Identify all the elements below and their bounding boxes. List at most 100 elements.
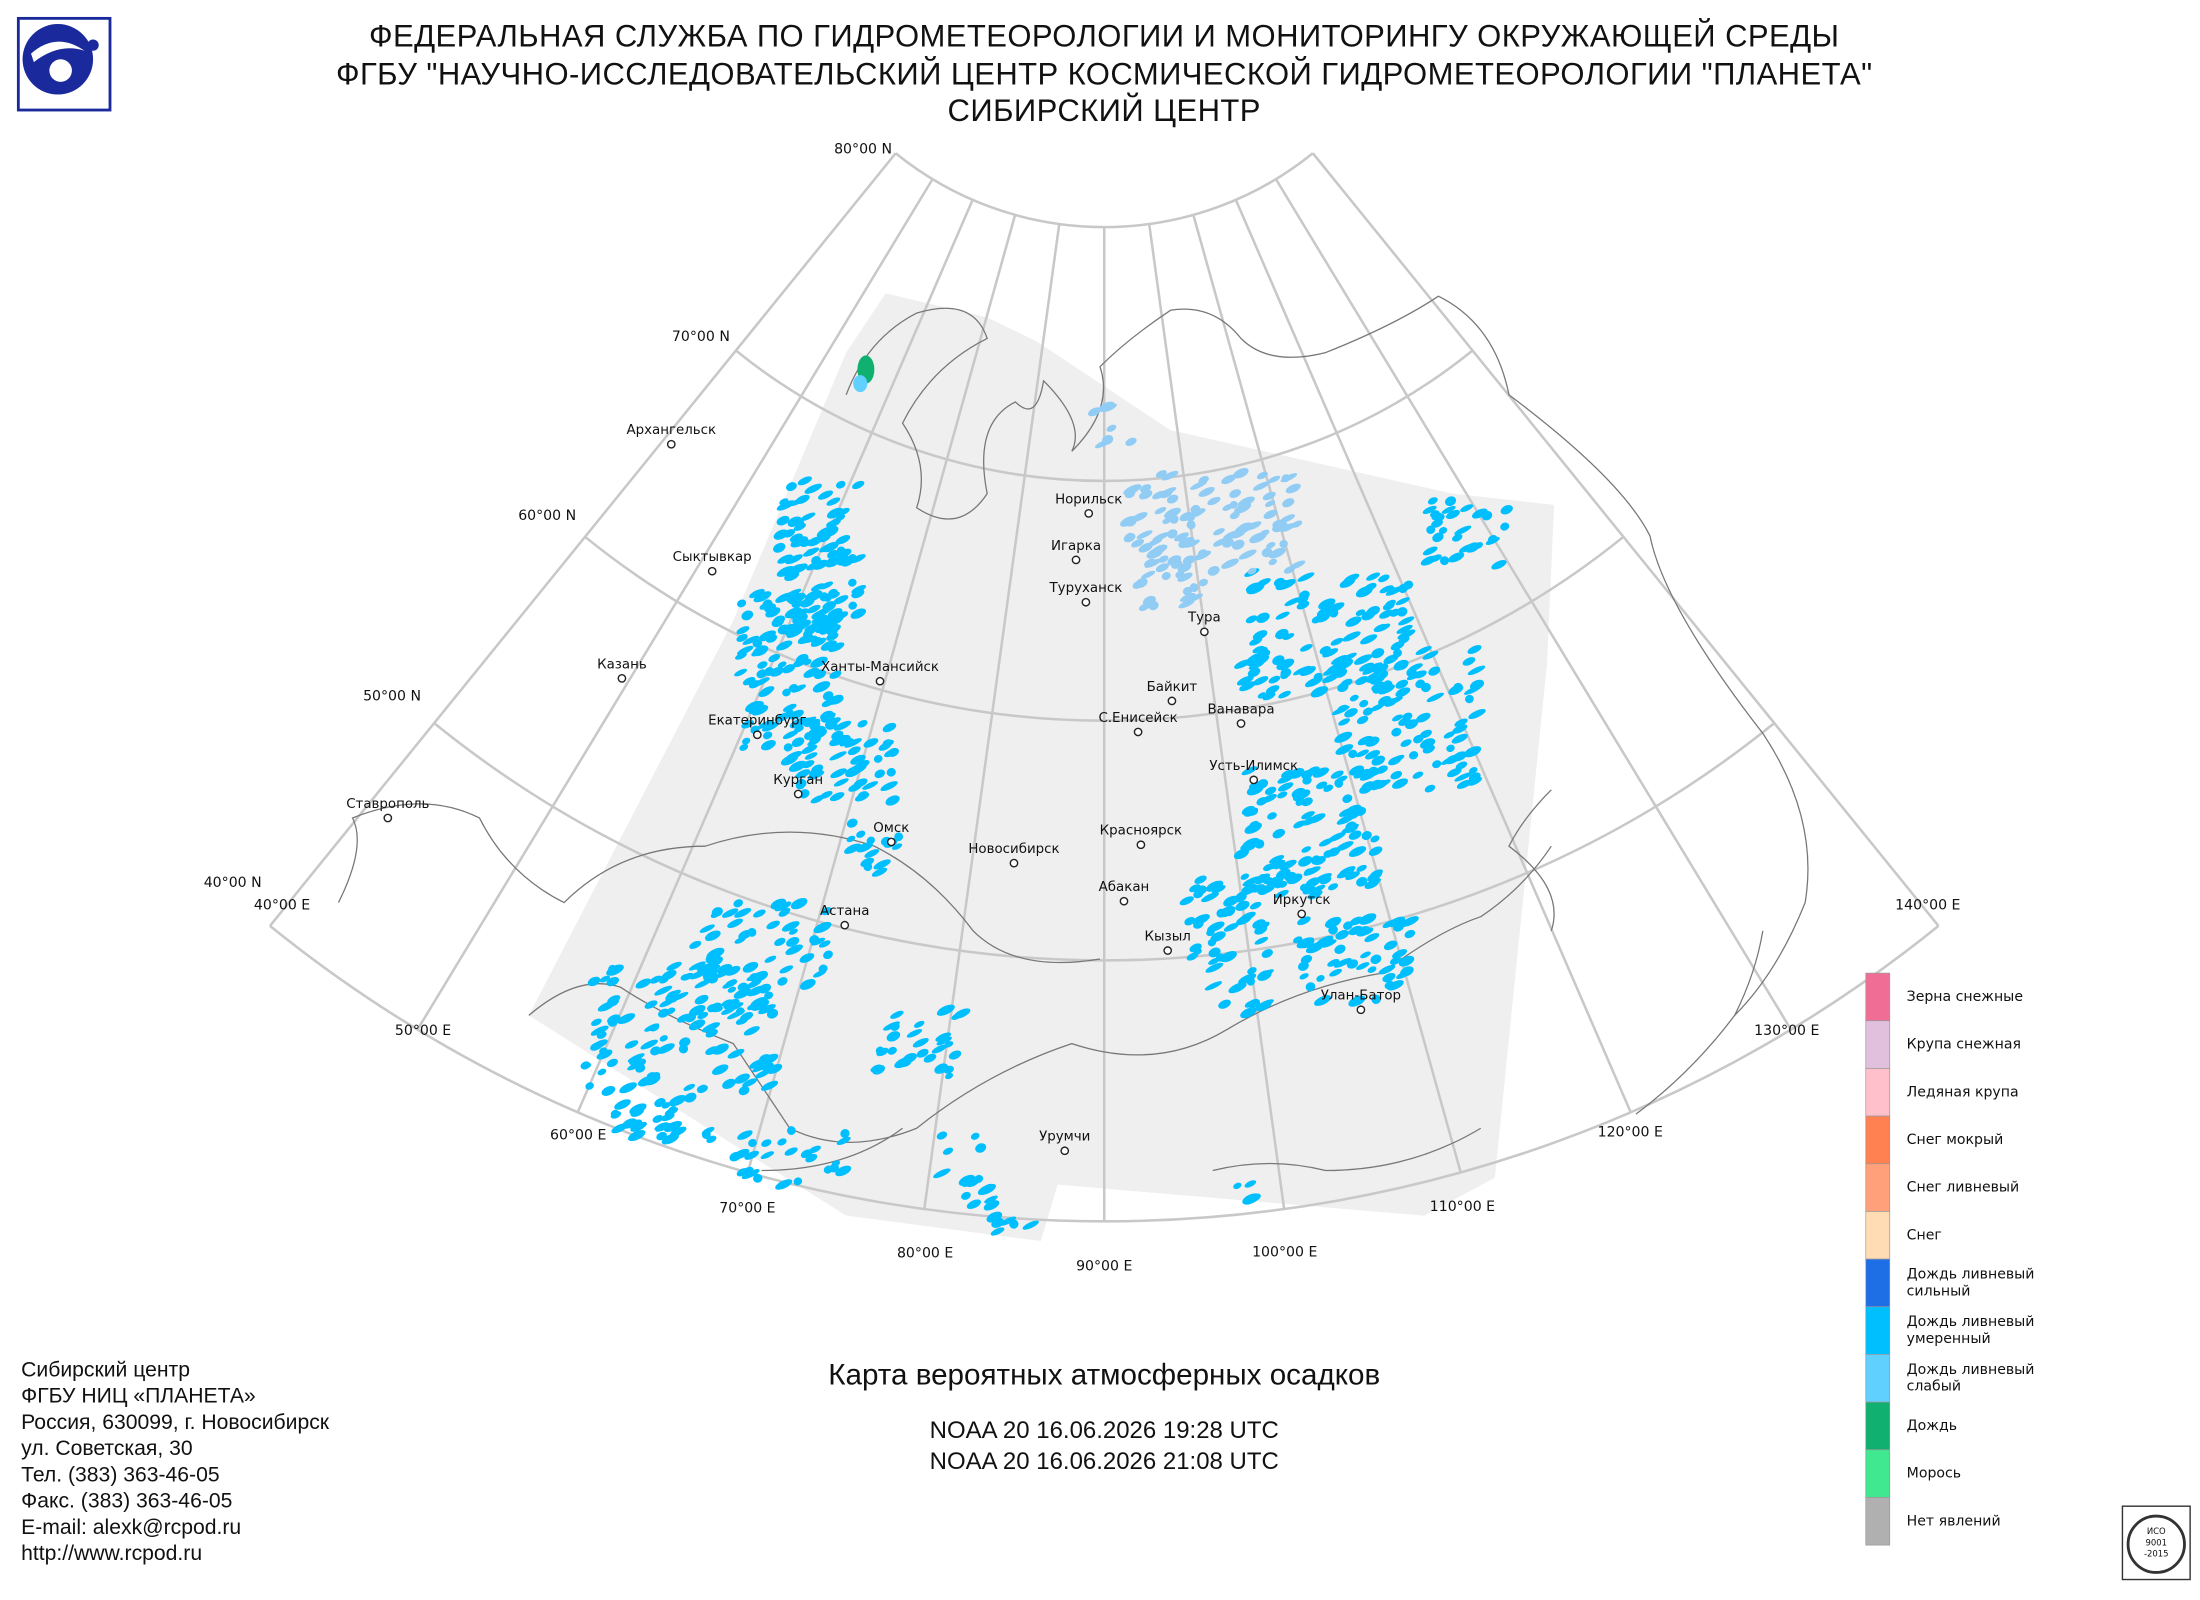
precip-cell [1244,1180,1257,1188]
precip-cell [1296,600,1310,610]
precip-cell [783,743,793,752]
precip-cell [790,536,809,548]
precip-cell [1445,496,1457,507]
precip-cell [1186,520,1196,530]
precip-cell [607,1014,621,1024]
legend-swatch [1865,1211,1891,1260]
precip-cell [741,719,754,729]
precip-cell [734,907,752,918]
city-label: Усть-Илимск [1209,759,1298,774]
longitude-label: 40°00 E [254,897,310,913]
precip-cell [1279,514,1295,524]
latitude-label: 80°00 N [834,142,892,158]
precip-cell [1452,533,1463,542]
precip-cell [820,710,834,721]
precip-cell [772,615,786,625]
precip-cell [906,1029,923,1038]
precip-cell [1426,692,1444,703]
precip-cell [1256,779,1269,789]
precip-cell [1469,679,1485,691]
precip-cell [1237,496,1255,507]
precip-cell [1316,975,1325,982]
precip-cell [891,843,903,850]
precip-cell [829,792,845,802]
map-title: Карта вероятных атмосферных осадков [828,1358,1380,1391]
precip-cell [785,944,803,955]
precip-cell [1342,631,1361,642]
precip-cell [1282,498,1295,508]
precip-cell [935,1032,952,1042]
precip-cell [785,554,803,565]
precip-cell [1177,562,1192,573]
precip-cell [1269,855,1285,864]
legend-label: слабый [1907,1379,1961,1395]
precip-cell [792,619,807,629]
precip-cell [725,979,737,987]
precip-cell [1220,951,1237,963]
precip-cell [1355,749,1369,758]
precip-cell [1242,876,1261,887]
precip-cell [754,1069,771,1079]
precip-cell [1460,504,1474,513]
precip-cell [965,1176,980,1188]
precip-cell [840,1129,850,1138]
precip-cell [936,1036,952,1046]
precip-cell [627,1129,646,1142]
precip-cell [1268,675,1281,684]
precip-cell [1252,630,1268,640]
precip-cell [1392,714,1403,722]
precip-cell [753,1173,763,1183]
precip-cell [1189,884,1201,893]
precip-cell [846,818,858,828]
precip-cell [1370,703,1385,712]
precip-cell [770,898,787,910]
precip-cell [1293,820,1306,829]
address-line: http://www.rcpod.ru [21,1542,202,1565]
precip-cell [1179,896,1194,906]
precip-cell [705,930,721,942]
precip-cell [836,546,846,556]
city-marker [1199,627,1209,637]
precip-cell [761,1080,779,1091]
precip-cell [808,767,823,778]
precip-cell [1310,855,1322,865]
precip-cell [826,632,839,641]
precip-cell [810,583,825,592]
precip-cell [826,520,836,528]
precip-cell [1266,542,1276,549]
precip-cell [696,1084,707,1092]
precip-cell [1167,529,1178,539]
precip-cell [830,695,844,705]
precip-cell [820,640,837,651]
precip-cell [1356,715,1369,725]
precip-cell [788,684,798,692]
precip-cell [1205,962,1224,973]
precip-cell [833,720,852,731]
precip-cell [1280,473,1298,483]
legend-swatch [1865,1401,1891,1451]
legend-label: Дождь [1907,1418,1957,1434]
precip-cell [1446,509,1460,520]
precip-cell [1329,968,1342,977]
precip-cell [759,603,769,610]
precip-cell [817,490,834,500]
precip-cell [1345,871,1360,881]
city-label: Новосибирск [968,841,1059,857]
precip-cell [751,999,770,1011]
precip-cell [790,898,808,910]
precip-cell [1330,770,1344,779]
precip-cell [776,565,795,577]
precip-cell [797,476,812,486]
precip-cell [745,979,762,989]
precip-cell [1155,470,1167,478]
precip-cell [1164,507,1181,519]
city-marker [1163,946,1173,955]
precip-cell [1395,687,1411,698]
precip-cell [742,737,751,745]
precip-cell [1370,835,1380,843]
precip-cell [835,1165,852,1177]
precip-cell [624,1040,639,1049]
precip-cell [1263,863,1274,872]
precip-cell [757,720,774,729]
precip-cell [975,1143,987,1153]
